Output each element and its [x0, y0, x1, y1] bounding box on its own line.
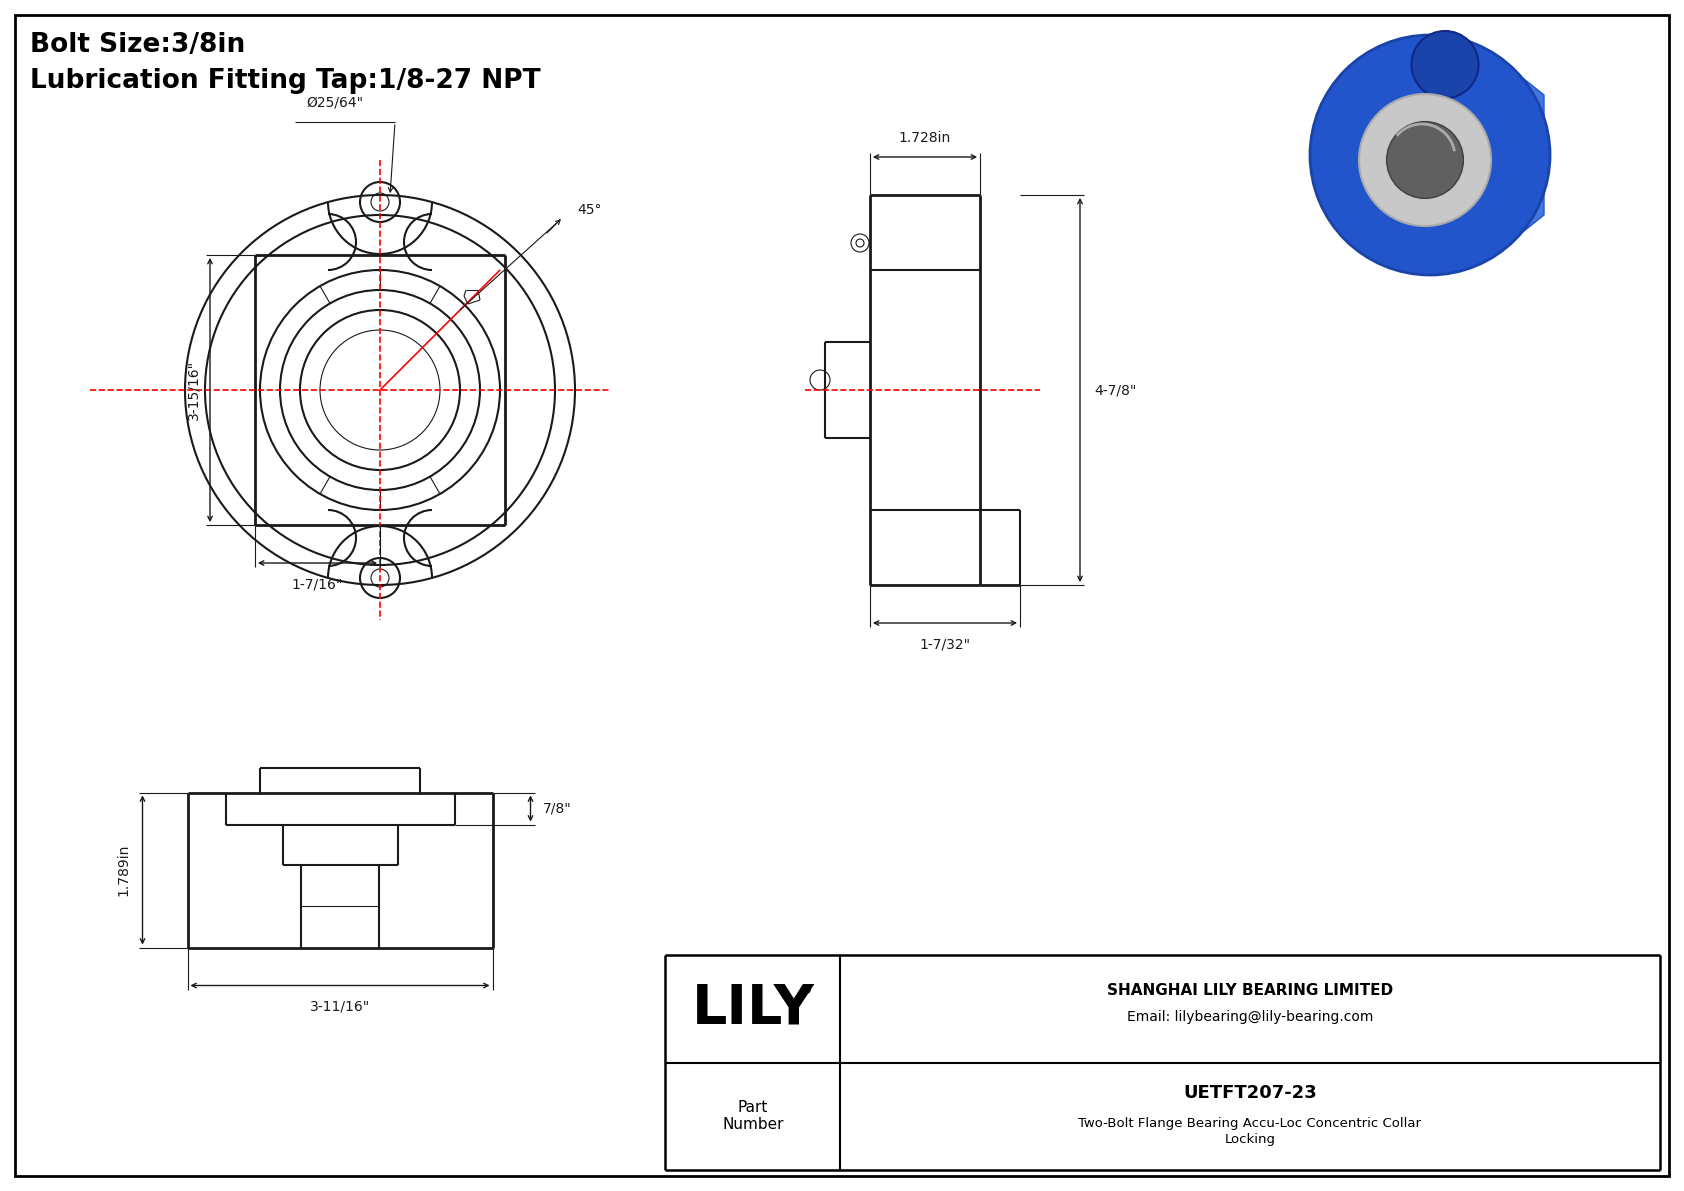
Circle shape — [1411, 31, 1479, 98]
Polygon shape — [1514, 71, 1544, 239]
Text: Part
Number: Part Number — [722, 1100, 783, 1133]
Text: LILY: LILY — [692, 981, 815, 1036]
Text: 3-11/16": 3-11/16" — [310, 999, 370, 1014]
Text: 1.728in: 1.728in — [899, 131, 951, 145]
Text: Email: lilybearing@lily-bearing.com: Email: lilybearing@lily-bearing.com — [1127, 1010, 1372, 1024]
Polygon shape — [1201, 30, 1660, 310]
Text: ®: ® — [798, 984, 812, 998]
Text: 3-15/16": 3-15/16" — [185, 360, 200, 420]
Text: 1.789in: 1.789in — [116, 843, 130, 896]
Circle shape — [1310, 35, 1549, 275]
Circle shape — [1359, 94, 1490, 226]
Text: 1-7/16": 1-7/16" — [291, 576, 344, 591]
Circle shape — [1386, 121, 1463, 199]
Text: SHANGHAI LILY BEARING LIMITED: SHANGHAI LILY BEARING LIMITED — [1106, 983, 1393, 998]
Text: Two-Bolt Flange Bearing Accu-Loc Concentric Collar
Locking: Two-Bolt Flange Bearing Accu-Loc Concent… — [1078, 1117, 1421, 1146]
Text: 7/8": 7/8" — [542, 802, 571, 816]
Text: Lubrication Fitting Tap:1/8-27 NPT: Lubrication Fitting Tap:1/8-27 NPT — [30, 68, 541, 94]
Text: Ø25/64": Ø25/64" — [306, 96, 364, 110]
Text: Bolt Size:3/8in: Bolt Size:3/8in — [30, 32, 246, 58]
Text: UETFT207-23: UETFT207-23 — [1184, 1085, 1317, 1103]
Text: 45°: 45° — [578, 202, 601, 217]
Text: 4-7/8": 4-7/8" — [1095, 384, 1137, 397]
Text: 1-7/32": 1-7/32" — [919, 637, 970, 651]
